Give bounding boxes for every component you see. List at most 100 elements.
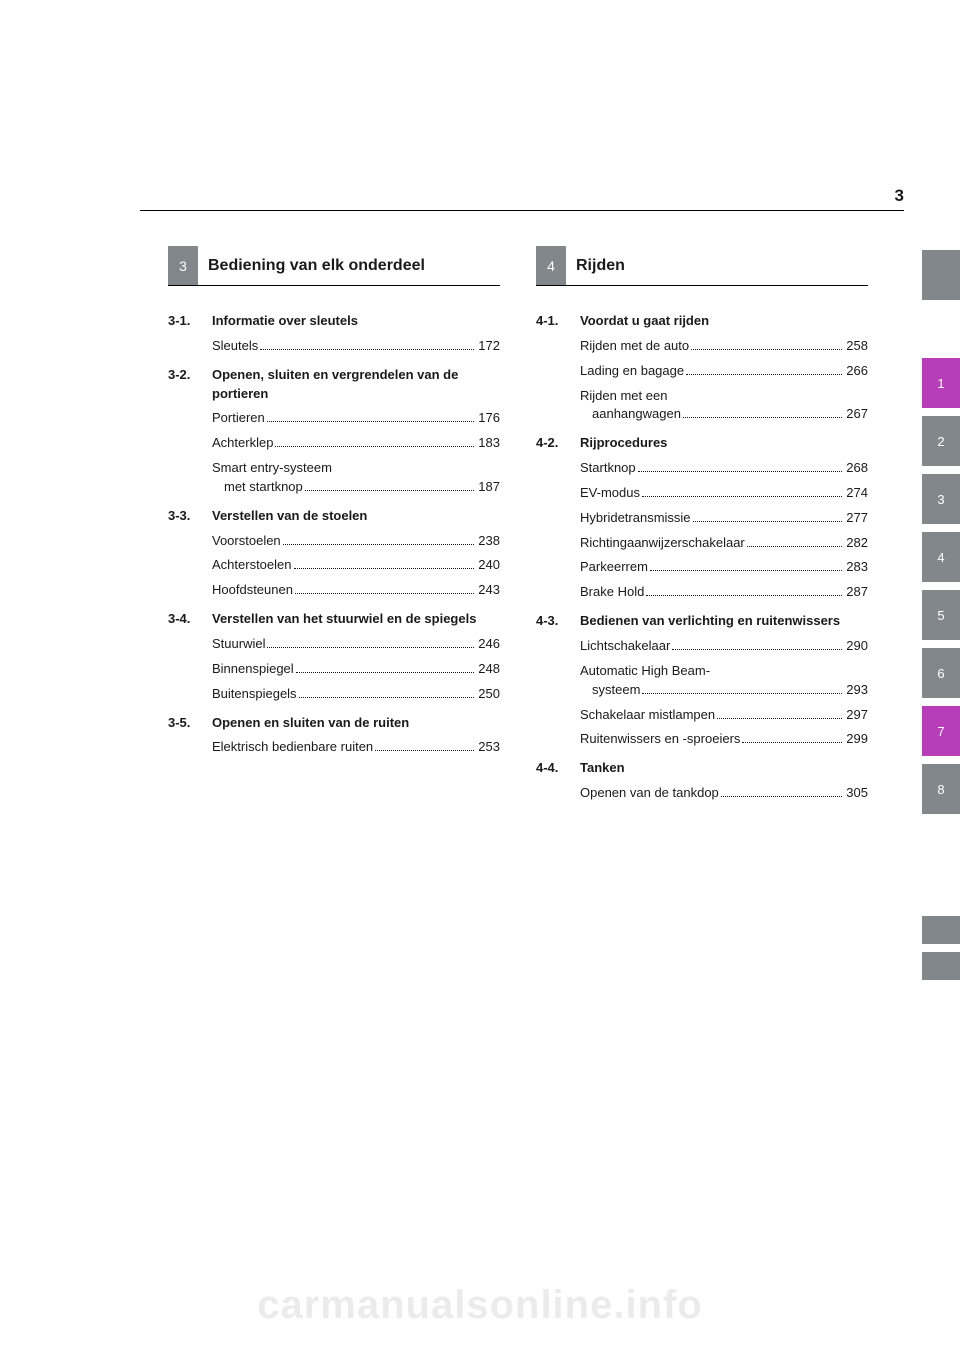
- toc-section: 4-1.Voordat u gaat rijdenRijden met de a…: [536, 312, 868, 430]
- toc-entry-page: 305: [844, 784, 868, 803]
- side-tab[interactable]: 4: [922, 532, 960, 582]
- toc-section: 3-5.Openen en sluiten van de ruiten Elekt…: [168, 714, 500, 764]
- toc-entry[interactable]: Achterstoelen240: [212, 556, 500, 575]
- toc-entry[interactable]: Elektrisch bedienbare ruiten253: [212, 738, 500, 757]
- side-tab[interactable]: 1: [922, 358, 960, 408]
- toc-entry-line: Smart entry-systeem: [212, 459, 500, 478]
- side-tab[interactable]: 8: [922, 764, 960, 814]
- toc-entry-page: 282: [844, 534, 868, 553]
- toc-entry-leader-line: Ruitenwissers en -sproeiers299: [580, 730, 868, 749]
- toc-entry-page: 176: [476, 409, 500, 428]
- dot-leader: [299, 697, 475, 698]
- section-number: 4-1.: [536, 312, 580, 430]
- toc-entry-page: 267: [844, 405, 868, 424]
- toc-entry[interactable]: Portieren176: [212, 409, 500, 428]
- toc-entry[interactable]: Richtingaanwijzerschakelaar 282: [580, 534, 868, 553]
- toc-entry[interactable]: Rijden met de auto258: [580, 337, 868, 356]
- side-tab[interactable]: 2: [922, 416, 960, 466]
- toc-entry-text: Voorstoelen: [212, 532, 281, 551]
- section-body: RijproceduresStartknop268EV-modus274Hybr…: [580, 434, 868, 608]
- toc-entry[interactable]: Ruitenwissers en -sproeiers299: [580, 730, 868, 749]
- toc-entry[interactable]: Parkeerrem283: [580, 558, 868, 577]
- toc-entry-text: Schakelaar mistlampen: [580, 706, 715, 725]
- toc-entry-leader-line: Lading en bagage266: [580, 362, 868, 381]
- toc-section: 3-2.Openen, sluiten en vergrendelen van …: [168, 366, 500, 503]
- toc-entry-leader-line: Hybridetransmissie277: [580, 509, 868, 528]
- toc-entry[interactable]: Sleutels172: [212, 337, 500, 356]
- section-number: 3-1.: [168, 312, 212, 362]
- dot-leader: [691, 349, 842, 350]
- toc-entry-leader-line: Hoofdsteunen243: [212, 581, 500, 600]
- toc-entry[interactable]: Achterklep183: [212, 434, 500, 453]
- page-number: 3: [895, 186, 904, 206]
- dot-leader: [642, 693, 842, 694]
- side-tab[interactable]: 5: [922, 590, 960, 640]
- toc-entry-page: 187: [476, 478, 500, 497]
- section-body: Tanken Openen van de tankdop 305: [580, 759, 868, 809]
- toc-entry[interactable]: Smart entry-systeemmet startknop187: [212, 459, 500, 497]
- toc-entry[interactable]: Automatic High Beam-systeem293: [580, 662, 868, 700]
- toc-entry-page: 297: [844, 706, 868, 725]
- toc-entry[interactable]: Lichtschakelaar290: [580, 637, 868, 656]
- section-number: 4-4.: [536, 759, 580, 809]
- toc-entry[interactable]: Hybridetransmissie277: [580, 509, 868, 528]
- chapter-number-badge: 4: [536, 246, 566, 285]
- toc-entry-leader-line: Achterstoelen240: [212, 556, 500, 575]
- chapter-title: Bediening van elk onderdeel: [198, 246, 500, 285]
- toc-entry-leader-line: Parkeerrem283: [580, 558, 868, 577]
- toc-entry-leader-line: Lichtschakelaar290: [580, 637, 868, 656]
- toc-entry-page: 293: [844, 681, 868, 700]
- toc-entry-text: Lading en bagage: [580, 362, 684, 381]
- section-number: 3-4.: [168, 610, 212, 709]
- side-blocks-bottom: [922, 916, 960, 988]
- toc-entry-text: Stuurwiel: [212, 635, 265, 654]
- toc-entry[interactable]: Openen van de tankdop 305: [580, 784, 868, 803]
- side-tab[interactable]: 6: [922, 648, 960, 698]
- dot-leader: [267, 647, 474, 648]
- watermark: carmanualsonline.info: [0, 1283, 960, 1328]
- section-body: Openen, sluiten en vergrendelen van de p…: [212, 366, 500, 503]
- toc-column: 4Rijden4-1.Voordat u gaat rijdenRijden m…: [536, 246, 868, 809]
- toc-entry-leader-line: Rijden met de auto258: [580, 337, 868, 356]
- toc-section: 4-2.RijproceduresStartknop268EV-modus274…: [536, 434, 868, 608]
- section-number: 3-5.: [168, 714, 212, 764]
- section-title: Tanken: [580, 759, 868, 778]
- toc-entry-text: Openen van de tankdop: [580, 784, 719, 803]
- side-tab[interactable]: 7: [922, 706, 960, 756]
- side-tab[interactable]: 3: [922, 474, 960, 524]
- toc-entry-text: aanhangwagen: [592, 405, 681, 424]
- toc-entry[interactable]: Binnenspiegel248: [212, 660, 500, 679]
- toc-entry-page: 172: [476, 337, 500, 356]
- toc-entry-page: 246: [476, 635, 500, 654]
- dot-leader: [646, 595, 842, 596]
- toc-section: 3-4.Verstellen van het stuurwiel en de s…: [168, 610, 500, 709]
- toc-entry[interactable]: Startknop268: [580, 459, 868, 478]
- dot-leader: [305, 490, 475, 491]
- toc-entry[interactable]: Voorstoelen238: [212, 532, 500, 551]
- toc-entry-leader-line: Stuurwiel 246: [212, 635, 500, 654]
- toc-entry-text: Richtingaanwijzerschakelaar: [580, 534, 745, 553]
- toc-entry[interactable]: Schakelaar mistlampen 297: [580, 706, 868, 725]
- toc-entry-leader-line: systeem 293: [580, 681, 868, 700]
- toc-entry-text: systeem: [592, 681, 640, 700]
- toc-entry-leader-line: Buitenspiegels250: [212, 685, 500, 704]
- toc-entry[interactable]: EV-modus274: [580, 484, 868, 503]
- section-title: Openen en sluiten van de ruiten: [212, 714, 500, 733]
- dot-leader: [683, 417, 842, 418]
- toc-entry[interactable]: Lading en bagage266: [580, 362, 868, 381]
- toc-entry-leader-line: Binnenspiegel248: [212, 660, 500, 679]
- toc-entry[interactable]: Rijden met eenaanhangwagen267: [580, 387, 868, 425]
- toc-entry-page: 277: [844, 509, 868, 528]
- toc-entry[interactable]: Brake Hold287: [580, 583, 868, 602]
- toc-entry-leader-line: EV-modus274: [580, 484, 868, 503]
- dot-leader: [747, 546, 843, 547]
- toc-entry-page: 268: [844, 459, 868, 478]
- toc-entry[interactable]: Buitenspiegels250: [212, 685, 500, 704]
- chapter-number-badge: 3: [168, 246, 198, 285]
- toc-entry-leader-line: Achterklep183: [212, 434, 500, 453]
- top-divider: [140, 210, 904, 211]
- toc-entry[interactable]: Stuurwiel 246: [212, 635, 500, 654]
- toc-entry-page: 243: [476, 581, 500, 600]
- toc-entry-page: 283: [844, 558, 868, 577]
- toc-entry[interactable]: Hoofdsteunen243: [212, 581, 500, 600]
